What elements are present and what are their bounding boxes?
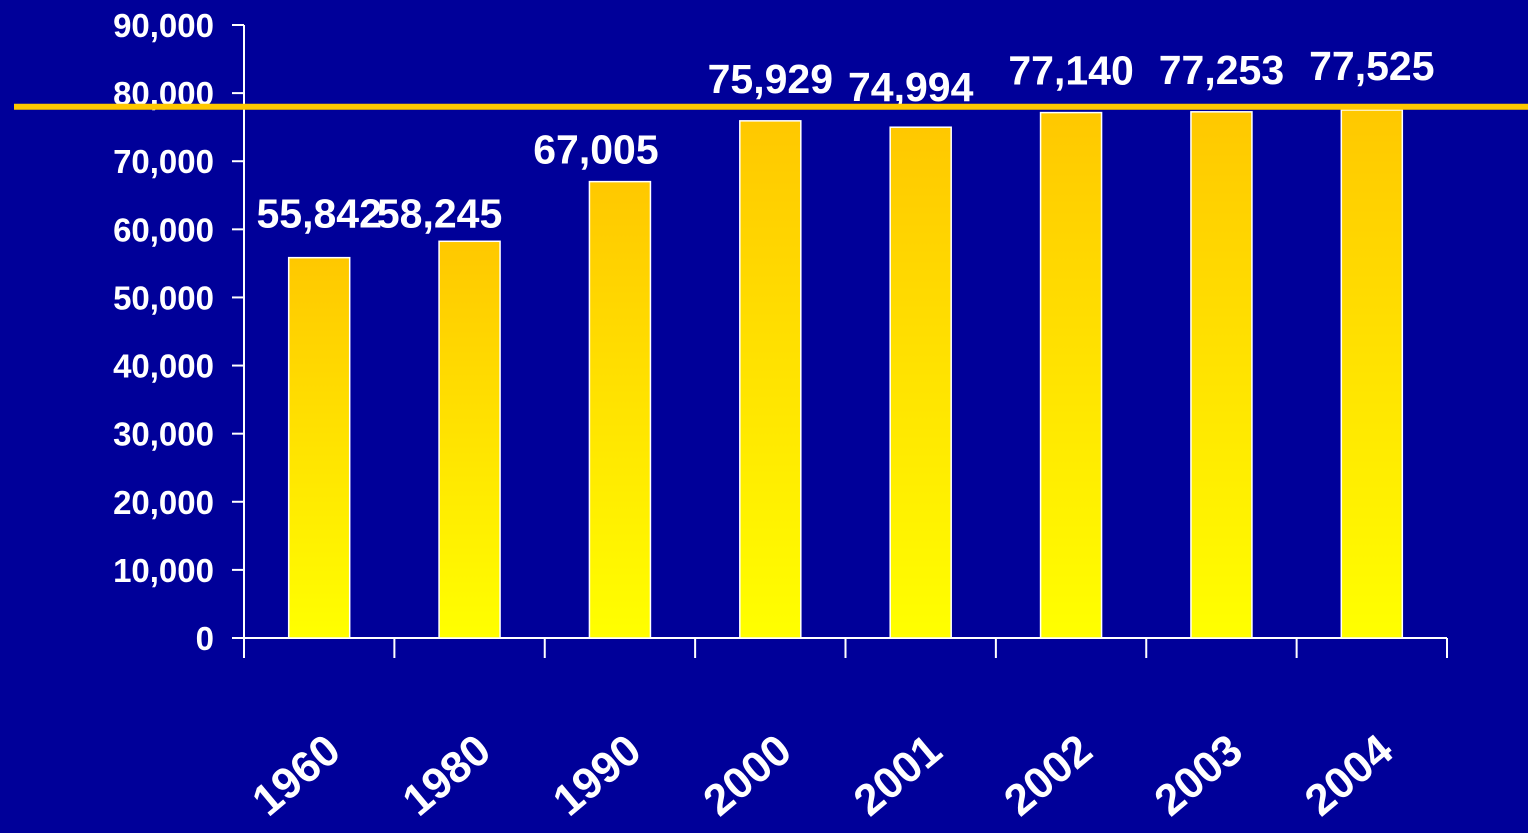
data-label-1960: 55,842 bbox=[256, 191, 381, 237]
bar-2000 bbox=[739, 120, 802, 639]
bars bbox=[287, 109, 1404, 639]
y-axis: 0 10,000 20,000 30,000 40,000 50,000 60,000 70,… bbox=[113, 7, 245, 657]
data-label-2000: 75,929 bbox=[708, 56, 833, 102]
y-tick-label: 40,000 bbox=[113, 348, 214, 385]
data-label-2001: 74,994 bbox=[848, 64, 974, 110]
x-tick-label: 1990 bbox=[544, 725, 650, 825]
bar-2002 bbox=[1039, 111, 1103, 639]
x-tick-label: 2004 bbox=[1296, 725, 1403, 826]
x-tick-label: 2001 bbox=[845, 725, 951, 825]
x-tick-label: 1960 bbox=[243, 725, 349, 825]
bar-1990 bbox=[588, 180, 652, 639]
y-tick-label: 10,000 bbox=[113, 552, 214, 589]
y-tick-label: 50,000 bbox=[113, 279, 214, 316]
data-label-1980: 58,245 bbox=[377, 190, 502, 236]
x-tick-label: 2003 bbox=[1145, 725, 1251, 825]
y-tick-label: 0 bbox=[196, 620, 214, 657]
data-label-2002: 77,140 bbox=[1008, 48, 1133, 94]
x-axis: 1960 1980 1990 2000 2001 2002 2003 2004 bbox=[243, 637, 1448, 826]
bar-1980 bbox=[438, 240, 501, 639]
bar-2001 bbox=[889, 126, 952, 639]
y-tick-label: 70,000 bbox=[113, 143, 214, 180]
data-label-2003: 77,253 bbox=[1159, 47, 1284, 93]
y-tick-label: 20,000 bbox=[113, 484, 214, 521]
y-tick-label: 60,000 bbox=[113, 211, 214, 248]
bar-2003 bbox=[1190, 111, 1253, 639]
data-label-2004: 77,525 bbox=[1309, 43, 1434, 89]
x-tick-label: 2002 bbox=[995, 725, 1101, 825]
data-label-1990: 67,005 bbox=[533, 127, 658, 173]
bar-1960 bbox=[287, 256, 351, 639]
x-tick-label: 1980 bbox=[394, 725, 500, 825]
y-tick-label: 90,000 bbox=[113, 7, 214, 44]
bar-2004 bbox=[1340, 109, 1404, 639]
x-tick-label: 2000 bbox=[694, 725, 800, 825]
y-tick-label: 30,000 bbox=[113, 416, 214, 453]
